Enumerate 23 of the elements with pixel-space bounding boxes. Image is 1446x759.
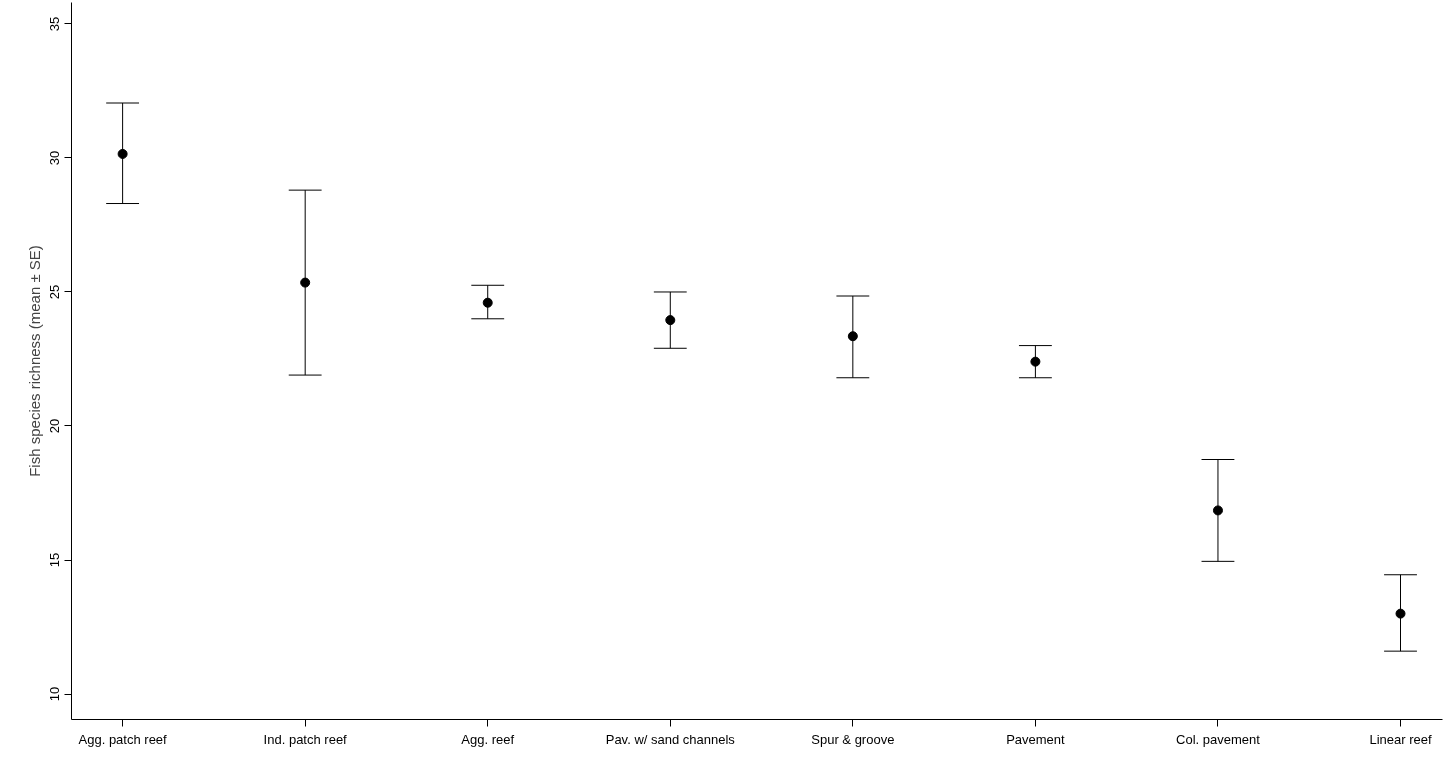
point bbox=[665, 315, 676, 326]
point bbox=[1395, 608, 1406, 619]
y-tick-label: 10 bbox=[47, 686, 63, 702]
x-tick-label: Pav. w/ sand channels bbox=[605, 731, 736, 747]
point bbox=[1212, 505, 1223, 516]
x-tick-label: Agg. patch reef bbox=[78, 731, 168, 747]
point bbox=[1030, 356, 1041, 367]
x-tick-label: Col. pavement bbox=[1176, 731, 1261, 747]
y-axis-title: Fish species richness (mean ± SE) bbox=[25, 245, 43, 477]
x-tick-label: Pavement bbox=[1006, 731, 1066, 747]
point bbox=[300, 277, 311, 288]
y-tick-label: 15 bbox=[47, 552, 63, 568]
x-tick-label: Linear reef bbox=[1369, 731, 1432, 747]
x-tick-label: Spur & groove bbox=[811, 731, 895, 747]
y-tick-label: 35 bbox=[47, 16, 63, 32]
y-tick-label: 25 bbox=[47, 284, 63, 300]
point bbox=[117, 148, 128, 159]
x-tick-label: Agg. reef bbox=[461, 731, 515, 747]
y-tick-label: 30 bbox=[47, 150, 63, 166]
point bbox=[482, 297, 493, 308]
y-tick-label: 20 bbox=[47, 418, 63, 434]
x-tick-label: Ind. patch reef bbox=[263, 731, 348, 747]
point bbox=[847, 331, 858, 342]
